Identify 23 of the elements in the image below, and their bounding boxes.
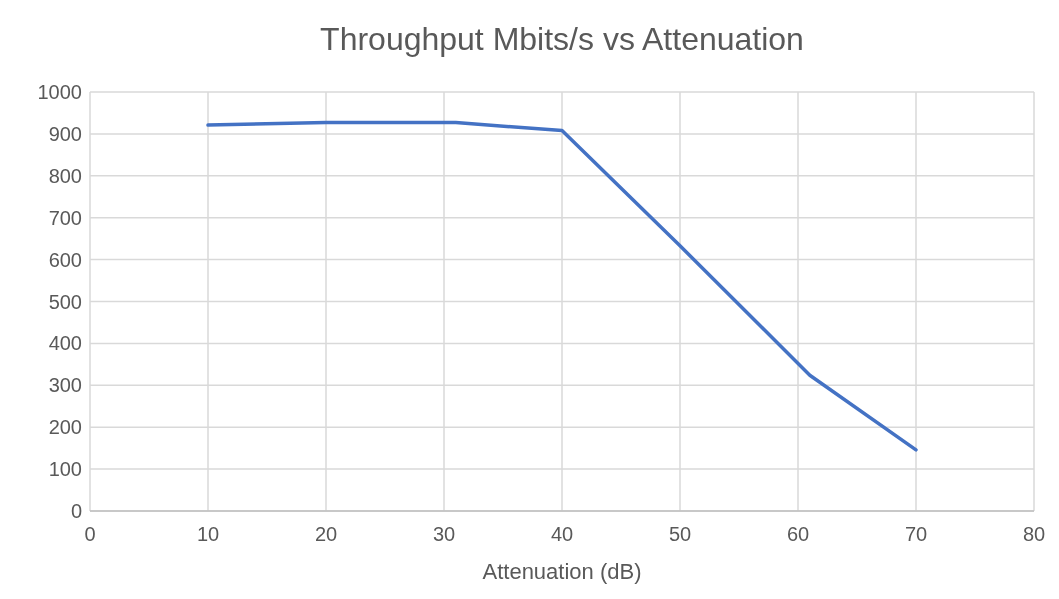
x-tick-label: 40 bbox=[550, 523, 574, 545]
y-tick-label: 800 bbox=[48, 164, 82, 187]
x-tick-label: 60 bbox=[786, 523, 810, 545]
x-tick-label: 80 bbox=[1022, 523, 1046, 545]
x-tick-label: 0 bbox=[84, 523, 96, 545]
x-tick-label: 30 bbox=[432, 523, 456, 545]
y-tick-label: 200 bbox=[48, 416, 82, 439]
chart-title: Throughput Mbits/s vs Attenuation bbox=[320, 21, 804, 57]
y-tick-label: 400 bbox=[48, 332, 82, 355]
y-tick-label: 700 bbox=[48, 206, 82, 229]
x-tick-label: 10 bbox=[196, 523, 220, 545]
y-tick-label: 600 bbox=[48, 248, 82, 271]
y-tick-label: 500 bbox=[48, 290, 82, 313]
x-tick-label: 70 bbox=[904, 523, 928, 545]
x-axis-title: Attenuation (dB) bbox=[482, 559, 642, 584]
y-tick-label: 0 bbox=[70, 500, 82, 522]
x-tick-label: 20 bbox=[314, 523, 338, 545]
x-tick-label: 50 bbox=[668, 523, 692, 545]
y-tick-label: 100 bbox=[48, 458, 82, 481]
y-tick-label: 1000 bbox=[37, 81, 82, 103]
y-tick-label: 300 bbox=[48, 374, 82, 397]
line-series bbox=[206, 120, 918, 452]
y-tick-label: 900 bbox=[48, 122, 82, 145]
